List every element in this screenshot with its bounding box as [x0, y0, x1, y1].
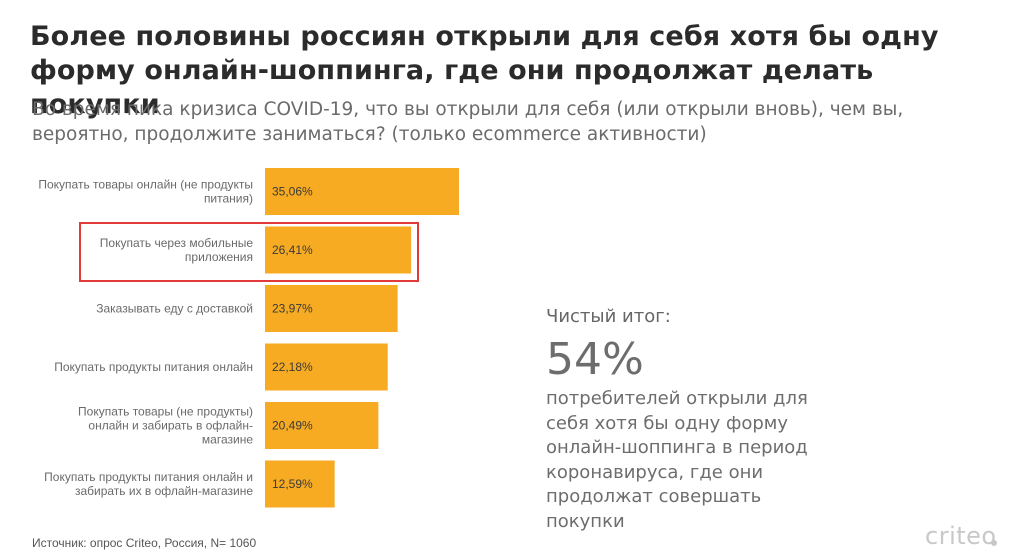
- title-line-1: Более половины россиян открыли для себя …: [30, 21, 939, 52]
- category-label: Покупать продукты питания онлайн: [54, 360, 253, 374]
- bar: [265, 460, 335, 508]
- bar-chart: 35,06% Покупать товары онлайн (не продукт…: [38, 168, 459, 508]
- category-label-line: Покупать товары (не продукты): [78, 405, 253, 419]
- bar: [265, 343, 388, 391]
- category-label: Покупать через мобильные приложения: [100, 236, 254, 264]
- bar-value-label: 22,18%: [272, 360, 313, 374]
- highlight-box: [79, 222, 419, 282]
- category-label-line: Покупать продукты питания онлайн и: [44, 470, 253, 484]
- summary-line: продолжат совершать: [546, 486, 762, 507]
- category-label: Покупать товары онлайн (не продукты питан…: [38, 178, 253, 206]
- subtitle-line-1: Во время пика кризиса COVID-19, что вы о…: [32, 99, 904, 120]
- category-label-line: приложения: [185, 250, 253, 264]
- summary-text: потребителей открыли для себя хотя бы од…: [546, 387, 836, 534]
- page-title: Более половины россиян открыли для себя …: [30, 20, 1010, 122]
- logo-dot: [991, 540, 997, 546]
- category-label: Заказывать еду с доставкой: [96, 302, 253, 316]
- summary-line: покупки: [546, 510, 625, 532]
- category-label: Покупать продукты питания онлайн и забира…: [44, 470, 253, 498]
- bar: [265, 285, 398, 332]
- criteo-logo: criteo: [925, 522, 997, 550]
- bar-value-label: 12,59%: [272, 477, 313, 491]
- summary-line: онлайн-шоппинга в период: [546, 437, 808, 458]
- subtitle-line-2: вероятно, продолжите заниматься? (только…: [32, 124, 707, 145]
- title-line-2: форму онлайн-шоппинга, где они продолжат…: [30, 55, 874, 120]
- source-note: Источник: опрос Criteo, Россия, N= 1060: [32, 536, 257, 550]
- bar-value-label: 23,97%: [272, 302, 313, 316]
- chart-question: Во время пика кризиса COVID-19, что вы о…: [32, 97, 992, 147]
- category-label-line: магазине: [202, 433, 253, 447]
- category-label-line: Покупать через мобильные: [100, 236, 254, 250]
- summary-panel: Чистый итог: 54% потребителей открыли дл…: [546, 305, 846, 534]
- bar-value-label: 26,41%: [272, 243, 313, 257]
- bar: [265, 168, 459, 215]
- category-label-line: забирать их в офлайн-магазине: [75, 484, 253, 498]
- category-label-line: Покупать продукты питания онлайн: [54, 360, 253, 374]
- summary-percent: 54%: [546, 334, 644, 385]
- category-label-line: Заказывать еду с доставкой: [96, 302, 253, 316]
- category-label: Покупать товары (не продукты) онлайн и за…: [78, 405, 253, 447]
- bar-value-label: 20,49%: [272, 419, 313, 433]
- category-label-line: Покупать товары онлайн (не продукты: [38, 178, 253, 192]
- category-label-line: питания): [204, 192, 253, 206]
- bar-value-label: 35,06%: [272, 185, 313, 199]
- bar: [265, 402, 379, 449]
- summary-label: Чистый итог:: [546, 306, 671, 327]
- bar: [265, 226, 412, 274]
- summary-line: потребителей открыли для: [546, 388, 808, 409]
- summary-line: коронавируса, где они: [546, 461, 764, 483]
- category-label-line: онлайн и забирать в офлайн-: [88, 419, 253, 433]
- summary-line: себя хотя бы одну форму: [546, 412, 789, 434]
